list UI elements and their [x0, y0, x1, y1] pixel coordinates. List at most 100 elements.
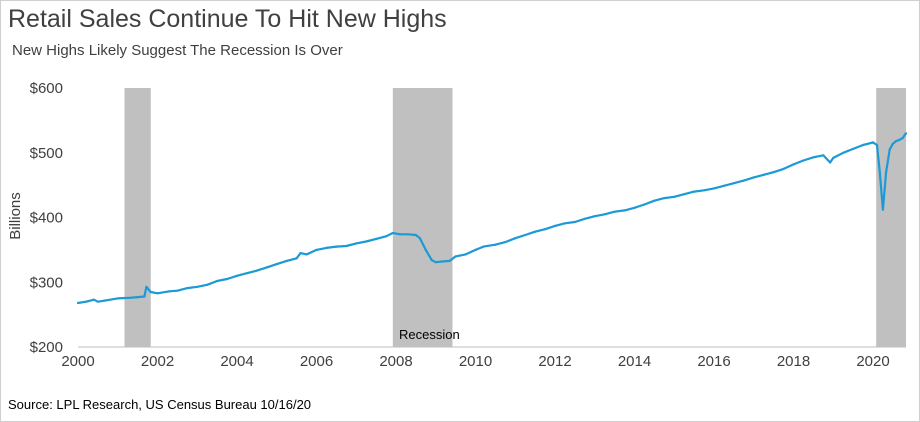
- recession-band-2: [392, 88, 453, 347]
- data-point: [593, 215, 596, 218]
- series-points: [76, 132, 908, 305]
- data-point: [829, 161, 832, 164]
- data-point: [149, 290, 152, 294]
- data-point: [385, 235, 388, 238]
- data-point: [693, 190, 696, 193]
- data-point: [406, 233, 409, 236]
- data-point: [299, 252, 302, 255]
- data-point: [812, 156, 815, 159]
- data-point: [732, 182, 736, 185]
- data-point: [878, 171, 881, 174]
- data-point: [216, 279, 219, 283]
- data-point: [128, 296, 131, 299]
- data-point: [305, 253, 308, 256]
- data-point: [92, 298, 95, 301]
- y-tick-label: $200: [30, 339, 63, 356]
- data-point: [603, 213, 606, 216]
- data-point: [255, 269, 258, 272]
- data-point: [285, 259, 288, 262]
- data-point: [722, 184, 726, 187]
- x-tick-label: 2020: [856, 353, 889, 370]
- data-point: [464, 253, 467, 256]
- data-point: [888, 148, 891, 151]
- recession-label: Recession: [399, 327, 460, 342]
- data-point: [673, 195, 676, 198]
- data-point: [414, 233, 417, 237]
- data-point: [544, 228, 547, 231]
- chart-subtitle: New Highs Likely Suggest The Recession I…: [12, 42, 343, 59]
- x-tick-label: 2010: [459, 353, 492, 370]
- data-point: [563, 222, 567, 225]
- data-point: [418, 237, 421, 240]
- data-point: [186, 287, 189, 290]
- data-point: [583, 217, 586, 220]
- data-point: [832, 156, 835, 159]
- data-point: [245, 272, 248, 275]
- data-point: [430, 259, 433, 262]
- data-point: [474, 248, 477, 251]
- data-point: [871, 141, 875, 144]
- data-point: [782, 167, 785, 170]
- data-point: [136, 296, 139, 299]
- data-point: [862, 143, 865, 147]
- data-point: [391, 231, 394, 235]
- data-point: [573, 220, 577, 224]
- data-point: [345, 244, 348, 248]
- data-point: [663, 197, 666, 200]
- data-point: [623, 209, 626, 212]
- data-point: [176, 289, 179, 292]
- data-point: [653, 199, 656, 202]
- data-point: [454, 255, 457, 258]
- chart-source: Source: LPL Research, US Census Bureau 1…: [8, 397, 312, 412]
- data-point: [742, 179, 745, 182]
- data-point: [116, 297, 119, 300]
- data-point: [643, 203, 646, 206]
- data-point: [802, 159, 805, 162]
- y-axis-label: Billions: [7, 192, 24, 240]
- data-point: [398, 233, 402, 236]
- data-point: [235, 274, 239, 277]
- data-point: [335, 245, 338, 248]
- data-point: [96, 300, 99, 303]
- data-point: [633, 206, 636, 209]
- recession-bands: [124, 88, 906, 347]
- data-point: [145, 285, 148, 288]
- data-point: [441, 260, 444, 263]
- data-point: [375, 237, 378, 240]
- data-point: [524, 233, 527, 237]
- x-tick-label: 2016: [697, 353, 730, 370]
- data-point: [143, 295, 146, 298]
- series-line-retail-sales: [77, 132, 907, 305]
- data-point: [355, 242, 358, 245]
- y-tick-label: $500: [30, 145, 63, 162]
- data-point: [84, 300, 88, 303]
- data-point: [772, 171, 775, 174]
- data-point: [683, 193, 686, 196]
- data-point: [156, 292, 159, 295]
- data-point: [295, 257, 298, 260]
- data-point: [482, 245, 485, 248]
- recession-band-1: [124, 88, 151, 347]
- data-point: [504, 241, 507, 244]
- data-point: [852, 147, 855, 150]
- data-point: [448, 259, 451, 262]
- y-axis-ticks: $200 $300 $400 $500 $600: [30, 80, 63, 356]
- data-point: [822, 154, 825, 157]
- data-point: [752, 176, 755, 179]
- x-tick-label: 2008: [379, 353, 412, 370]
- data-point: [265, 266, 268, 269]
- x-tick-label: 2006: [300, 353, 333, 370]
- y-tick-label: $600: [30, 80, 63, 97]
- data-point: [901, 136, 904, 139]
- data-point: [881, 208, 885, 211]
- data-point: [553, 224, 557, 227]
- recession-band-3: [876, 88, 906, 347]
- x-tick-label: 2002: [141, 353, 174, 370]
- data-point: [613, 210, 616, 213]
- data-point: [315, 248, 318, 251]
- data-point: [275, 263, 278, 266]
- data-point: [494, 243, 497, 246]
- data-point: [703, 189, 706, 192]
- data-point: [196, 285, 199, 288]
